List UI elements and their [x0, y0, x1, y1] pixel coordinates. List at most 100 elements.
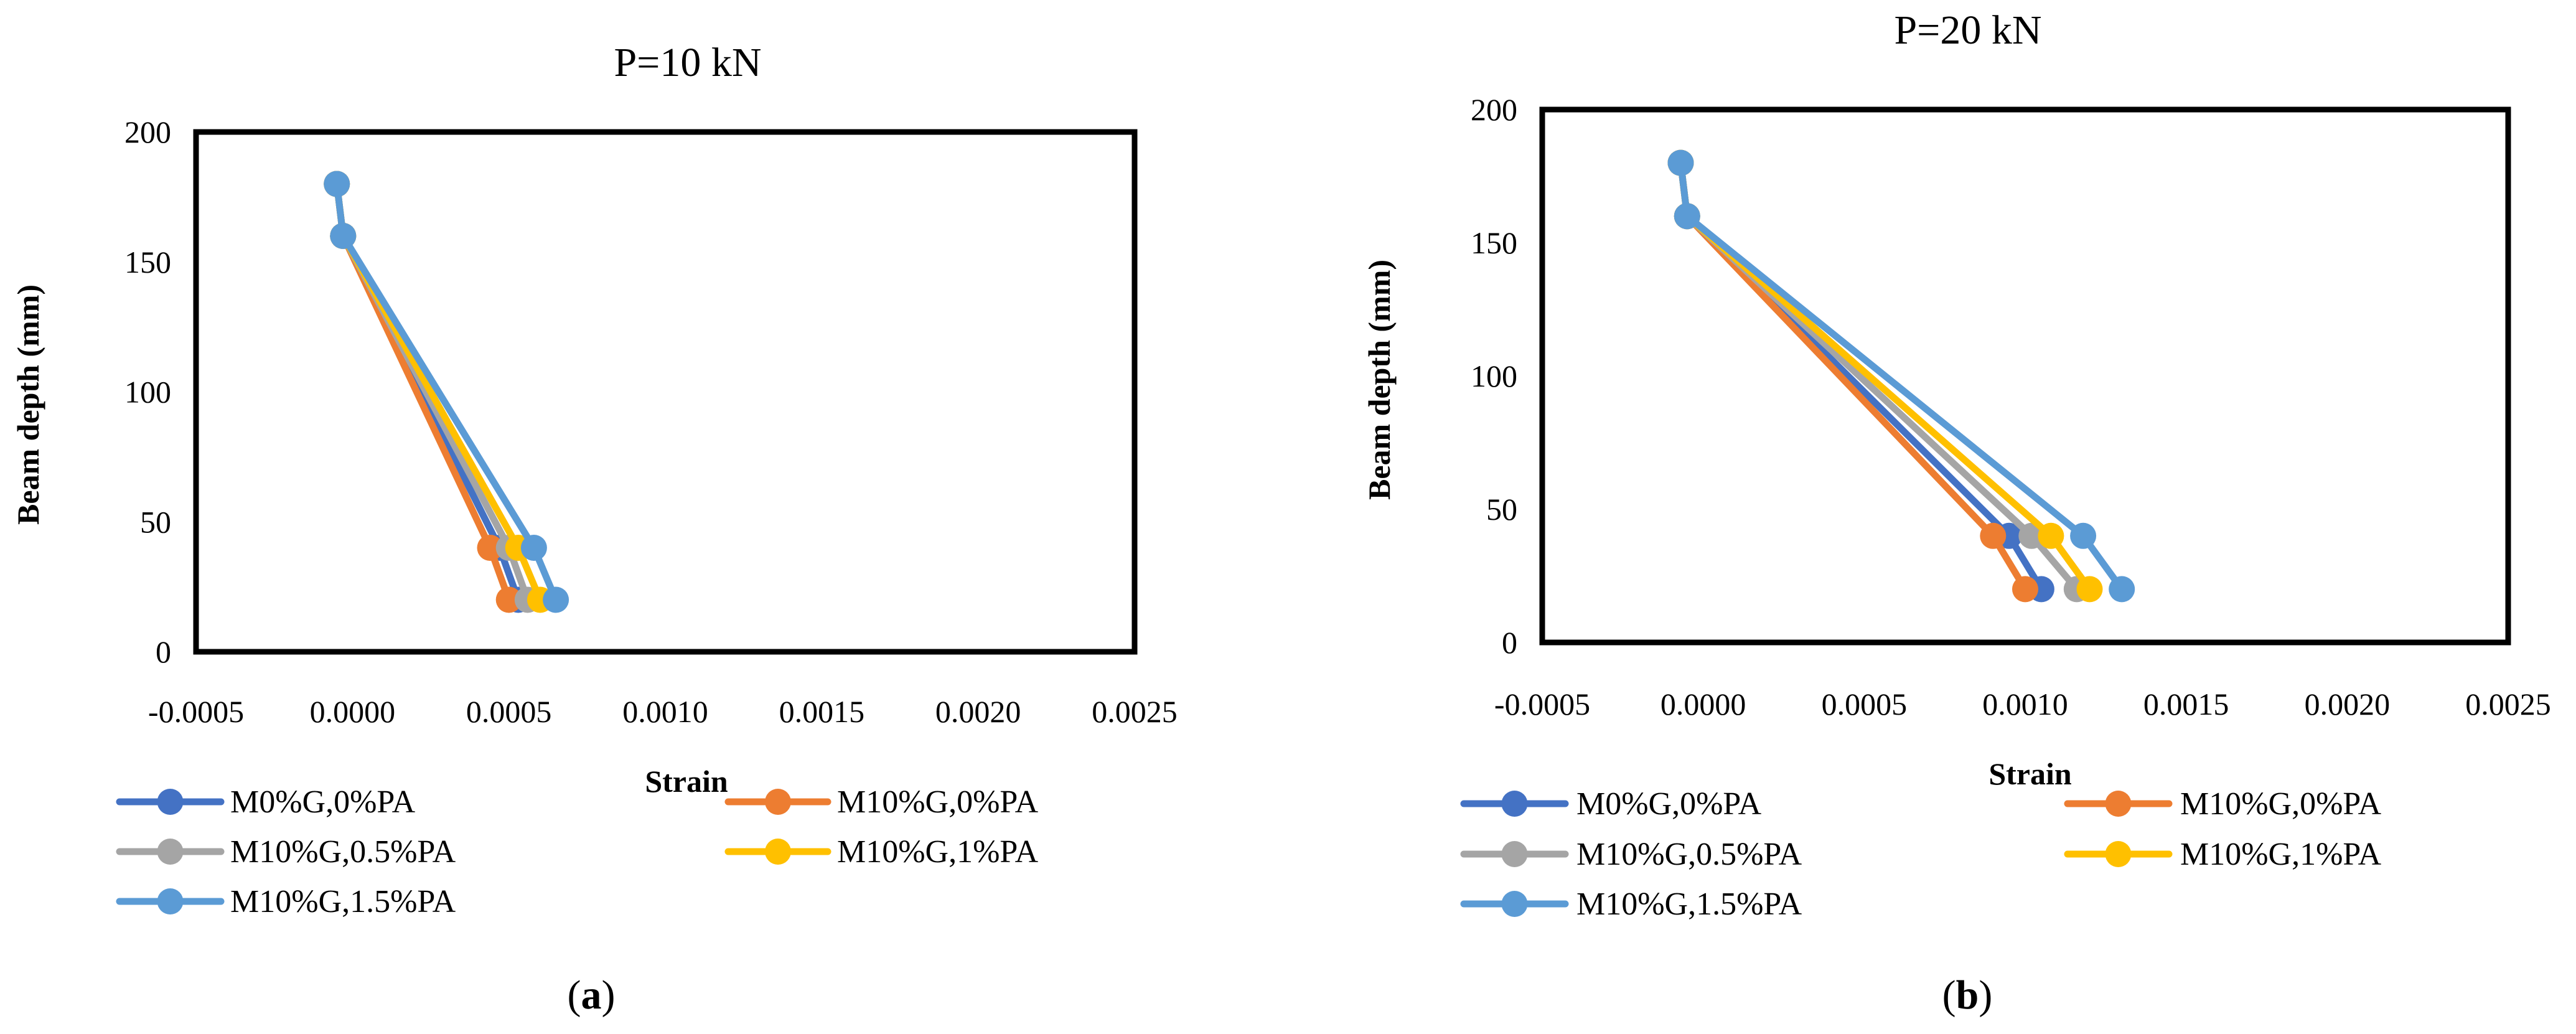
panel-label-open-paren: (	[1942, 972, 1956, 1018]
panel-label-b: (b)	[1942, 972, 1993, 1018]
legend-swatch-marker	[765, 789, 791, 815]
legend-label: M0%G,0%PA	[230, 784, 416, 820]
series-line	[1677, 159, 2125, 593]
legend-item: M10%G,0.5%PA	[1460, 837, 1802, 872]
y-tick-labels: 0 50 100 150 200	[124, 115, 171, 669]
panel-label-open-paren: (	[568, 972, 581, 1018]
legend-item: M10%G,1%PA	[724, 834, 1039, 870]
legend-label: M10%G,1.5%PA	[230, 884, 456, 919]
x-tick-label: 0.0015	[2143, 687, 2229, 721]
legend-item: M10%G,1.5%PA	[1460, 886, 1802, 922]
legend: M0%G,0%PA M10%G,0%PA M10%G,0.5%PA M10%G,1%P…	[1460, 786, 2382, 922]
x-tick-label: -0.0005	[1494, 687, 1590, 721]
data-point	[2018, 522, 2045, 549]
x-axis-label: Strain	[1988, 756, 2072, 791]
x-tick-label: 0.0025	[2465, 687, 2551, 721]
legend-item: M10%G,0%PA	[724, 784, 1039, 820]
y-tick-label: 50	[1486, 492, 1517, 527]
data-point	[520, 535, 547, 561]
panel-label-letter: b	[1956, 972, 1979, 1018]
panel-label-close-paren: )	[1979, 972, 1992, 1018]
series-layer	[324, 171, 569, 613]
y-tick-label: 200	[124, 115, 171, 149]
chart-panel-a: P=10 kN Beam depth (mm) Strain 0 50 100 150…	[11, 40, 1178, 1018]
series-line	[333, 181, 560, 603]
data-point	[495, 586, 522, 613]
x-tick-label: 0.0010	[622, 694, 708, 729]
x-tick-label: 0.0025	[1092, 694, 1178, 729]
legend-item: M10%G,0%PA	[2064, 786, 2382, 822]
legend-item: M0%G,0%PA	[1460, 786, 1762, 822]
y-axis-label: Beam depth (mm)	[1362, 260, 1397, 500]
y-tick-labels: 0 50 100 150 200	[1471, 92, 1517, 660]
legend-swatch-marker	[1501, 841, 1528, 867]
legend-label: M10%G,1%PA	[837, 834, 1039, 870]
y-tick-label: 100	[124, 375, 171, 410]
x-tick-label: 0.0005	[466, 694, 552, 729]
data-point	[2109, 576, 2135, 603]
series-line	[1677, 159, 2081, 593]
x-tick-label: -0.0005	[148, 694, 244, 729]
legend-item: M10%G,1%PA	[2064, 837, 2382, 872]
legend-label: M10%G,1.5%PA	[1576, 886, 1802, 922]
x-tick-label: 0.0000	[310, 694, 396, 729]
y-axis-label: Beam depth (mm)	[11, 284, 45, 525]
data-point	[330, 223, 357, 249]
data-point	[2012, 576, 2038, 603]
legend-label: M10%G,1%PA	[2180, 837, 2382, 872]
data-point	[1980, 522, 2007, 549]
x-tick-label: 0.0005	[1822, 687, 1908, 721]
panel-label-close-paren: )	[602, 972, 616, 1018]
y-tick-label: 200	[1471, 92, 1517, 127]
legend-item: M10%G,1.5%PA	[116, 884, 456, 919]
data-point	[2070, 522, 2097, 549]
panel-label-letter: a	[581, 972, 602, 1018]
legend-label: M0%G,0%PA	[1576, 786, 1762, 822]
chart-title: P=10 kN	[614, 40, 761, 85]
legend-label: M10%G,0%PA	[2180, 786, 2382, 822]
x-tick-labels: -0.0005 0.0000 0.0005 0.0010 0.0015 0.0020 0.0…	[1494, 687, 2551, 721]
x-axis-label: Strain	[645, 764, 728, 799]
x-tick-label: 0.0020	[2305, 687, 2391, 721]
legend-swatch-marker	[1501, 891, 1528, 917]
data-point	[477, 535, 503, 561]
x-tick-labels: -0.0005 0.0000 0.0005 0.0010 0.0015 0.0020 0.0…	[148, 694, 1178, 729]
series-4	[1667, 149, 2135, 603]
y-tick-label: 150	[1471, 225, 1517, 260]
legend: M0%G,0%PA M10%G,0%PA M10%G,0.5%PA M10%G,1%P…	[116, 784, 1039, 919]
x-tick-label: 0.0015	[779, 694, 865, 729]
data-point	[543, 586, 569, 613]
x-tick-label: 0.0000	[1660, 687, 1746, 721]
legend-swatch-marker	[2105, 841, 2132, 867]
legend-swatch-marker	[157, 839, 184, 865]
data-point	[1674, 203, 1700, 230]
y-tick-label: 150	[124, 245, 171, 280]
legend-swatch-marker	[157, 789, 184, 815]
legend-item: M10%G,0.5%PA	[116, 834, 456, 870]
legend-swatch-marker	[765, 839, 791, 865]
series-4	[324, 171, 569, 613]
panel-label-a: (a)	[568, 972, 616, 1018]
plot-area-frame	[193, 129, 1138, 655]
legend-label: M10%G,0%PA	[837, 784, 1039, 820]
legend-swatch-marker	[1501, 791, 1528, 817]
data-point	[2076, 576, 2103, 603]
y-tick-label: 0	[1502, 625, 1517, 660]
data-point	[324, 171, 350, 197]
y-tick-label: 100	[1471, 359, 1517, 393]
plot-area-frame	[1539, 106, 2511, 646]
x-tick-label: 0.0010	[1982, 687, 2068, 721]
legend-label: M10%G,0.5%PA	[1576, 837, 1802, 872]
chart-panel-b: P=20 kN Beam depth (mm) Strain 0 50 100 150…	[1362, 7, 2551, 1018]
data-point	[1667, 149, 1694, 176]
x-tick-label: 0.0020	[935, 694, 1021, 729]
y-tick-label: 0	[156, 634, 171, 669]
series-2	[1667, 149, 2090, 603]
legend-swatch-marker	[2105, 791, 2132, 817]
data-point	[2038, 522, 2064, 549]
chart-title: P=20 kN	[1894, 7, 2041, 53]
legend-swatch-marker	[157, 888, 184, 914]
y-tick-label: 50	[140, 504, 171, 539]
legend-item: M0%G,0%PA	[116, 784, 416, 820]
